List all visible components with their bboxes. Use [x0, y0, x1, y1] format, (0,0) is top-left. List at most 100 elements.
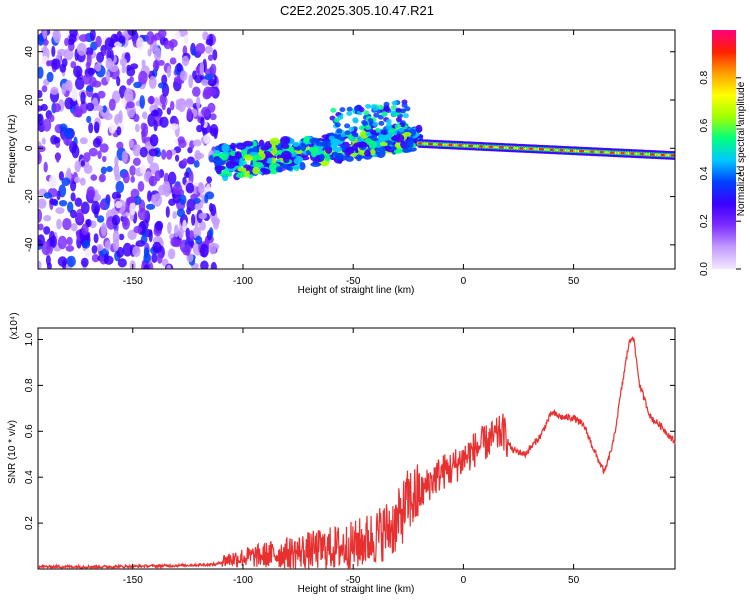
- spectrogram-cell: [205, 45, 213, 54]
- spectrogram-cell: [70, 61, 77, 69]
- spectrogram-cell: [70, 209, 77, 219]
- spectrogram-cell: [213, 219, 219, 230]
- spectrogram-cell: [43, 161, 48, 173]
- spectrogram-cell: [201, 106, 211, 117]
- spectrogram-cell: [293, 158, 300, 165]
- spectrogram-cell: [86, 115, 92, 124]
- spectrogram-cell: [38, 223, 44, 231]
- spectrogram-cell: [317, 145, 323, 154]
- spectrogram-cell: [114, 41, 122, 48]
- spectrogram-cell: [170, 237, 178, 247]
- spectrogram-cell: [370, 148, 376, 156]
- snr-x-ticks: -150 -100 -50 0 50: [123, 328, 580, 586]
- colorbar-tick-label: 0.8: [699, 70, 710, 84]
- spectrogram-cell: [260, 145, 270, 151]
- spectrogram-cell: [42, 118, 52, 132]
- spectrogram-cell: [168, 248, 176, 260]
- spectrogram-cell: [193, 197, 201, 204]
- spectrogram-cell: [197, 183, 205, 194]
- spectrogram-cell: [86, 186, 96, 200]
- spectrogram-cell: [178, 228, 184, 239]
- spectrogram-cell: [74, 176, 81, 183]
- x-tick-label: 50: [568, 276, 580, 287]
- spectrogram-cell: [65, 245, 75, 252]
- spectrogram-cell: [378, 120, 385, 126]
- spectrogram-cell: [225, 160, 236, 169]
- spectrogram-cell: [61, 177, 71, 186]
- spectrogram-cell: [182, 219, 187, 232]
- y-tick-label: -40: [24, 237, 35, 252]
- spectrogram-frame: [37, 29, 676, 270]
- spectrogram-cell: [62, 218, 72, 231]
- spectrogram-cell: [362, 121, 369, 127]
- x-tick-label: 0: [461, 575, 467, 586]
- spectrogram-cell: [205, 191, 215, 200]
- snr-panel: -150 -100 -50 0 50 0.2 0.4 0.6 0.8 1.0 Height of…: [7, 312, 676, 595]
- spectrogram-cell: [133, 225, 143, 234]
- spectrogram-cell: [230, 142, 237, 150]
- spectrogram-cell: [85, 61, 91, 69]
- spectrogram-cell: [151, 253, 158, 263]
- spectrogram-cell: [168, 171, 177, 185]
- spectrogram-cell: [136, 37, 145, 51]
- spectrogram-cell: [242, 140, 254, 147]
- spectrogram-cell: [117, 258, 127, 268]
- spectrogram-cell: [200, 260, 209, 269]
- spectrogram-cell: [41, 46, 47, 54]
- spectrogram-cell: [365, 131, 372, 137]
- spectrogram-cell: [395, 107, 402, 113]
- spectrogram-cell: [378, 134, 385, 139]
- spectrogram-cell: [205, 38, 213, 46]
- spectrogram-cell: [43, 215, 52, 222]
- spectrogram-cell: [281, 143, 290, 149]
- spectrogram-cell: [200, 116, 205, 127]
- spectrogram-cell: [139, 146, 148, 158]
- spectrogram-cell: [154, 32, 162, 41]
- spectrogram-cell: [135, 123, 140, 133]
- spectrogram-cell: [97, 150, 102, 159]
- spectrogram-cell: [195, 43, 206, 55]
- spectrogram-cell: [81, 223, 89, 236]
- spectrogram-cell: [66, 255, 76, 268]
- spectrogram-cell: [331, 151, 339, 156]
- spectrogram-cell: [53, 30, 61, 44]
- spectrogram-cell: [286, 166, 294, 171]
- spectrogram-cell: [181, 55, 190, 67]
- spectrogram-cell: [72, 108, 83, 118]
- spectrogram-cell: [116, 141, 124, 150]
- spectrogram-cell: [135, 240, 146, 247]
- spectrogram-panel: -150 -100 -50 0 50 -40 -20 0 20 40 Height of str…: [7, 29, 676, 296]
- spectrogram-cell: [133, 81, 142, 89]
- spectrogram-cell: [70, 192, 76, 202]
- spectrogram-cell: [408, 136, 415, 145]
- spectrogram-cell: [209, 242, 217, 255]
- spectrogram-cell: [38, 198, 47, 209]
- spectrogram-cell: [148, 148, 159, 157]
- spectrogram-cell: [179, 70, 188, 82]
- spectrogram-cell: [161, 103, 166, 111]
- spectrogram-cell: [161, 149, 167, 160]
- spectrogram-cell: [147, 113, 156, 127]
- colorbar-tick-label: 0.4: [699, 166, 710, 180]
- spectrogram-cell: [103, 255, 114, 265]
- spectrogram-cell: [142, 111, 148, 120]
- spectrogram-cell: [352, 132, 359, 138]
- spectrogram-cell: [208, 202, 214, 213]
- snr-frame: [37, 327, 676, 570]
- spectrogram-cell: [79, 137, 88, 145]
- spectrogram-cell: [269, 137, 281, 146]
- spectrogram-cell: [415, 124, 423, 133]
- spectrogram-cell: [38, 260, 42, 269]
- spectrogram-cell: [389, 146, 397, 151]
- spectrogram-cell: [200, 243, 209, 258]
- spectrogram-cell: [189, 230, 194, 240]
- spectrogram-cell: [118, 35, 126, 44]
- spectrogram-cell: [137, 207, 148, 221]
- spectrogram-cell: [192, 70, 197, 80]
- chart-title: C2E2.2025.305.10.47.R21: [280, 3, 434, 18]
- spectrogram-cell: [219, 153, 229, 161]
- spectrogram-cell: [38, 113, 44, 126]
- spectrogram-cell: [221, 143, 230, 153]
- spectrogram-cell: [391, 100, 398, 106]
- spectrogram-cell: [300, 143, 307, 152]
